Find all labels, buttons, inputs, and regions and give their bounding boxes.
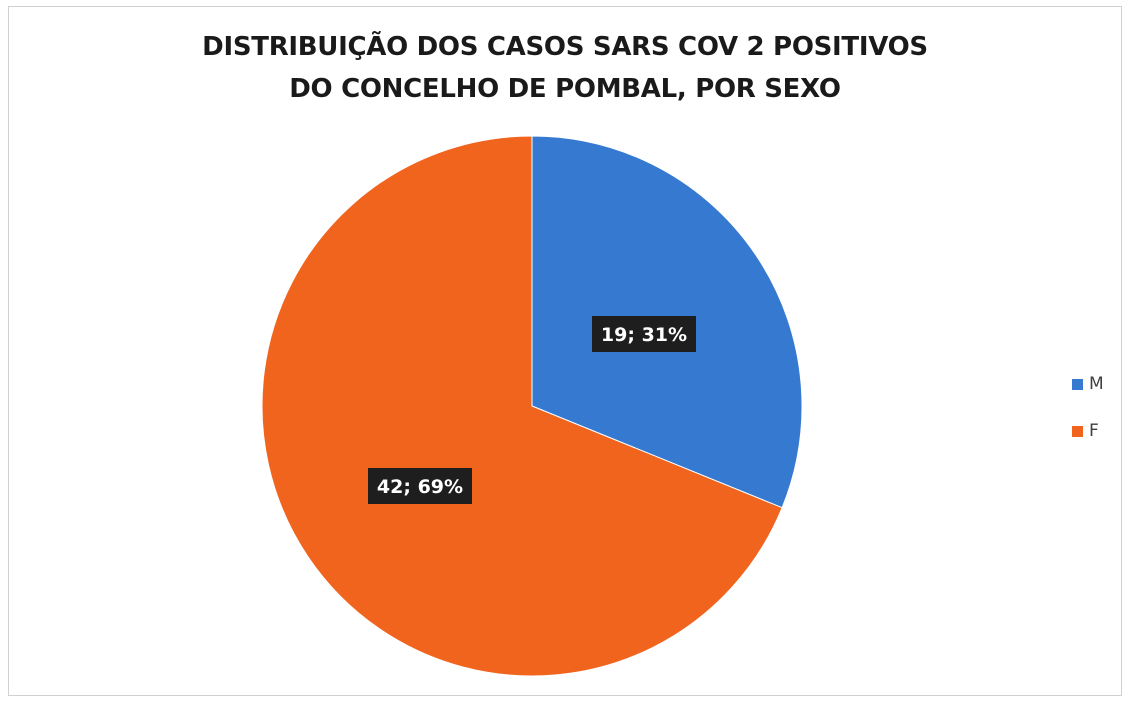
chart-title: DISTRIBUIÇÃO DOS CASOS SARS COV 2 POSITI…	[0, 26, 1130, 110]
data-label-text: 42; 69%	[377, 476, 463, 498]
data-label-m: 19; 31%	[592, 316, 696, 352]
legend: M F	[1072, 372, 1104, 466]
legend-swatch-f	[1072, 425, 1083, 437]
data-label-f: 42; 69%	[368, 468, 472, 504]
data-label-box	[592, 316, 696, 352]
legend-label-f: F	[1089, 421, 1099, 441]
data-label-text: 19; 31%	[601, 324, 687, 346]
chart-title-line-1: DISTRIBUIÇÃO DOS CASOS SARS COV 2 POSITI…	[202, 32, 928, 62]
legend-label-m: M	[1089, 374, 1104, 394]
legend-item-f: F	[1072, 419, 1104, 443]
chart-title-line-2: DO CONCELHO DE POMBAL, POR SEXO	[289, 74, 841, 104]
data-label-box	[368, 468, 472, 504]
pie-slice-f	[261, 135, 783, 677]
legend-swatch-m	[1072, 378, 1083, 390]
legend-item-m: M	[1072, 372, 1104, 396]
